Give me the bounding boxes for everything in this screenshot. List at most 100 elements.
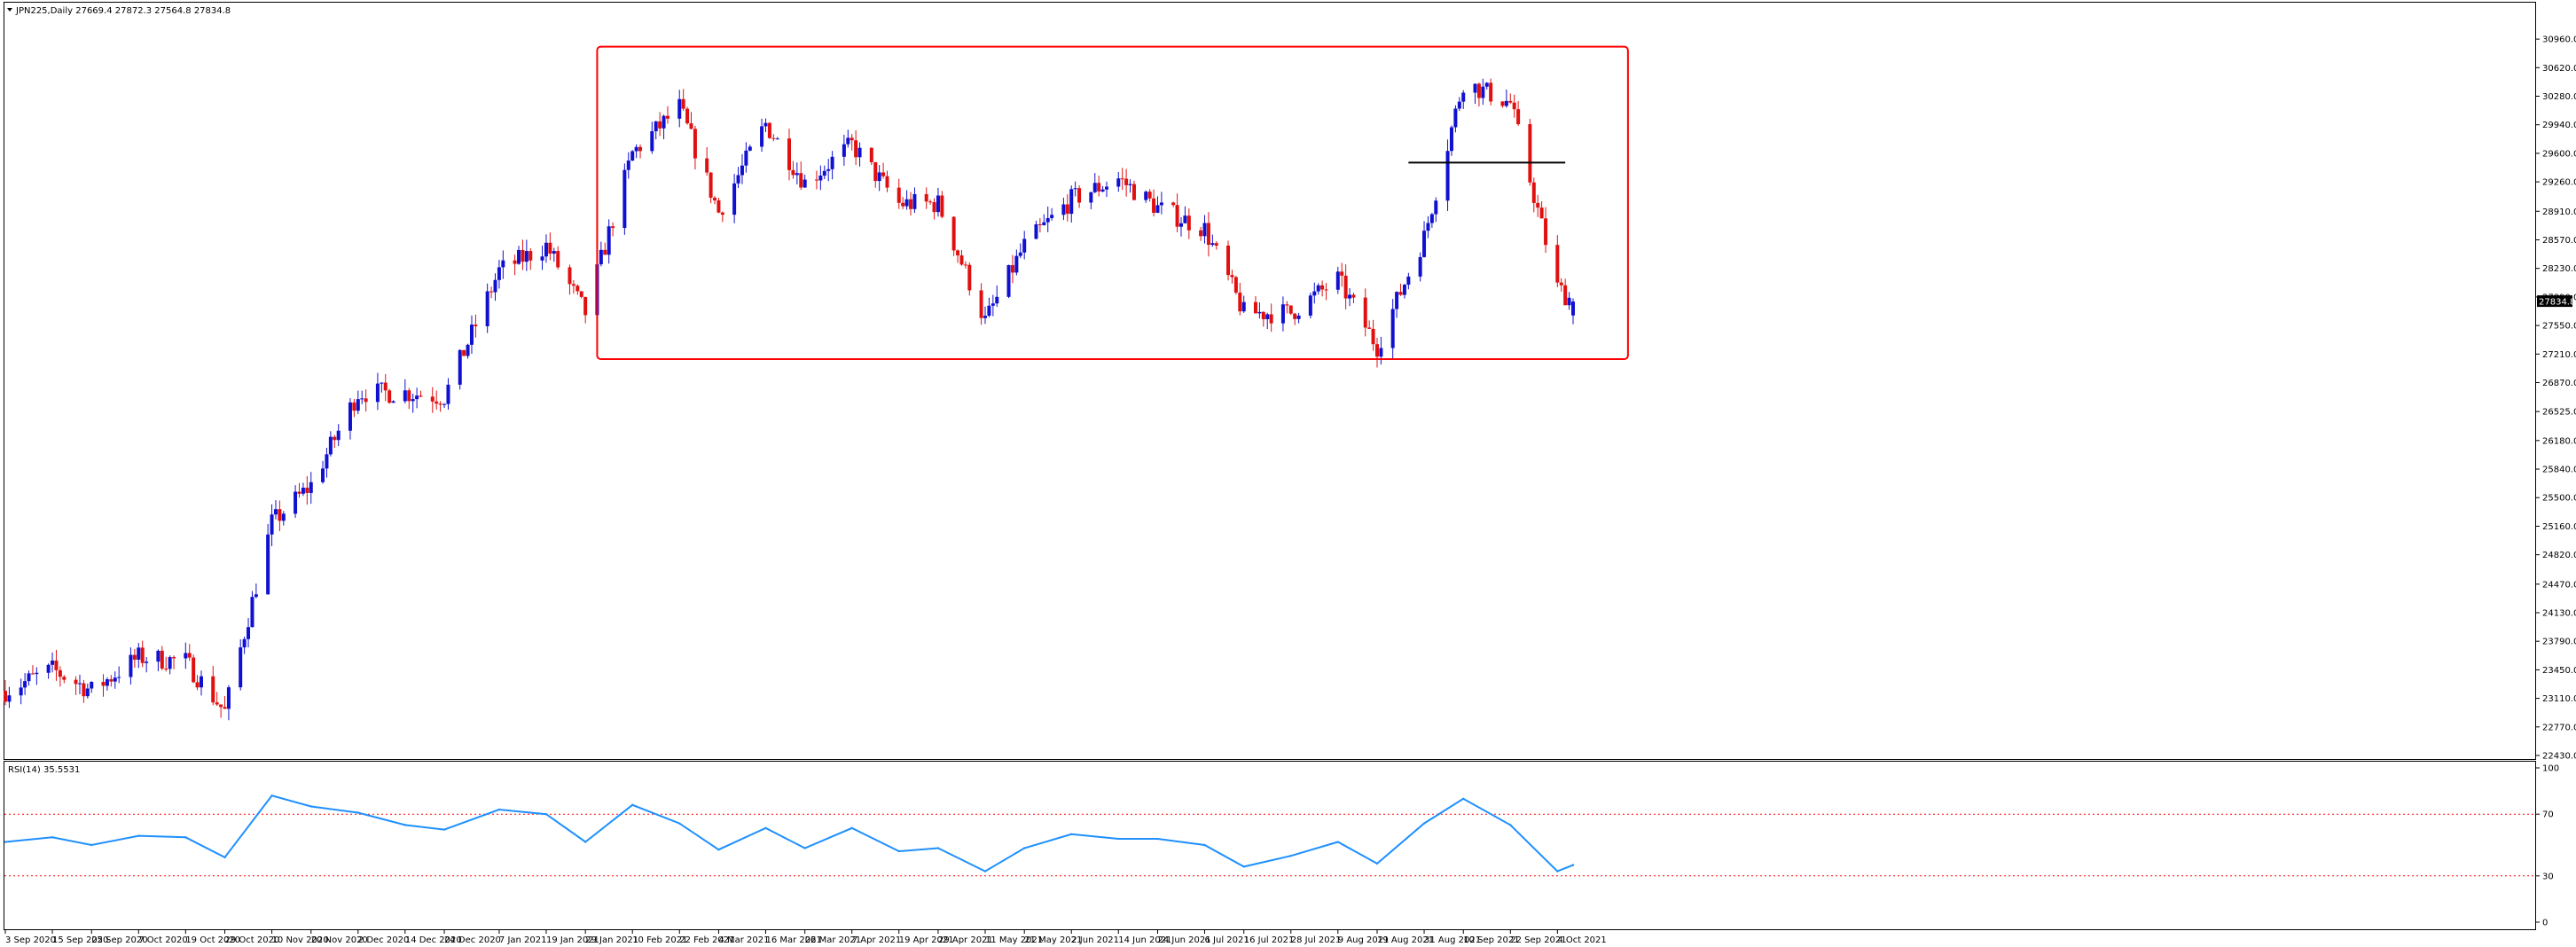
candle-up [113,677,117,682]
candle-up [760,126,764,147]
candle-up [391,401,395,403]
candle-up [1014,255,1019,273]
date-tick-label: 3 Sep 2020 [5,935,56,945]
candle-up [1567,297,1571,306]
date-tick-label: 2 Dec 2020 [358,935,410,945]
candle-up [842,144,846,157]
candle-up [1504,100,1508,106]
candle-down [1351,294,1356,298]
candle-up [544,242,548,257]
candle-up [501,260,505,268]
candle-down [681,98,685,109]
candle-down [951,216,956,251]
candle-up [1144,192,1148,200]
rsi-points [4,794,1575,873]
candle-up [469,325,474,345]
price-tick-label: 29260.0 [2542,178,2576,188]
candle-up [266,534,270,595]
candle-up [857,147,862,158]
candle-down [1563,285,1568,306]
date-tick-label: 14 Jun 2021 [1118,935,1171,945]
candle-up [654,121,658,132]
candle-up [1395,292,1399,309]
candle-up [1092,183,1097,192]
price-tick-label: 23110.0 [2542,694,2576,704]
candle-down [638,146,643,152]
rsi-tick-label: 30 [2542,872,2554,881]
range-box[interactable] [596,45,1629,360]
candle-up [242,638,247,648]
candle-up [1335,271,1340,290]
candle-up [27,673,31,682]
price-tick-label: 24470.0 [2542,580,2576,590]
candle-up [466,344,470,356]
price-axis: 30960.0 30620.0 30280.0 29940.0 29600.0 29260… [2535,35,2576,762]
price-tick-label: 23790.0 [2542,638,2576,647]
candle-up [1316,285,1320,292]
candle-down [1508,100,1513,103]
candle-up [744,150,748,166]
main-chart-frame [4,2,2536,760]
candle-up [775,138,779,140]
candle-down [513,260,517,264]
candle-up [247,627,251,639]
candle-down [74,679,78,685]
candle-up [1045,217,1050,223]
candle-up [375,383,380,403]
candle-down [54,660,59,670]
date-tick-label: 4 Oct 2021 [1557,935,1606,945]
candle-up [599,249,603,265]
date-tick-label: 7 Oct 2020 [138,935,187,945]
candle-up [1429,214,1434,223]
rsi-point [803,847,806,849]
candle-down [172,657,176,659]
candle-up [1022,239,1027,253]
rsi-point [4,841,7,843]
candle-down [1010,265,1014,273]
price-tick-label: 23450.0 [2542,666,2576,676]
date-tick-label: 10 Feb 2021 [632,935,687,945]
candle-down [62,677,67,680]
candle-down [1363,297,1367,328]
candle-up [226,687,231,709]
price-tick-label: 30620.0 [2542,64,2576,74]
rsi-point [1117,837,1120,841]
symbol-menu-icon[interactable] [7,8,12,12]
candle-down [1489,82,1493,102]
candle-down [901,202,905,207]
rsi-point [184,836,187,839]
candle-up [524,251,529,262]
candle-down [430,396,435,402]
candle-up [763,122,768,127]
candle-down [219,704,223,708]
candle-up [239,647,243,688]
date-tick-label: 25 Sep 2020 [91,935,147,945]
candle-down [716,200,721,213]
candle-down [959,255,964,265]
price-tick-label: 25840.0 [2542,466,2576,475]
candle-down [1340,271,1344,276]
candle-down [1226,245,1231,276]
candle-up [912,193,917,209]
candle-up [877,172,881,182]
date-tick-label: 22 Sep 2021 [1510,935,1566,945]
candle-up [1202,223,1207,237]
candle-down [720,212,724,215]
date-tick-label: 14 Dec 2020 [405,935,462,945]
candle-down [187,653,192,658]
candle-down [611,226,615,229]
candle-down [956,250,960,256]
candle-down [924,193,928,202]
candle-up [1473,83,1477,93]
rsi-point [51,836,54,839]
rsi-point [90,843,93,847]
rsi-point [897,849,900,853]
candle-up [85,688,90,697]
rsi-label: RSI(14) 35.5531 [8,765,80,775]
price-tick-label: 24130.0 [2542,608,2576,618]
candle-up [458,349,462,385]
candle-up [200,676,203,688]
candle-down [854,140,858,158]
rsi-point [356,811,359,814]
price-tick-label: 22430.0 [2542,752,2576,762]
